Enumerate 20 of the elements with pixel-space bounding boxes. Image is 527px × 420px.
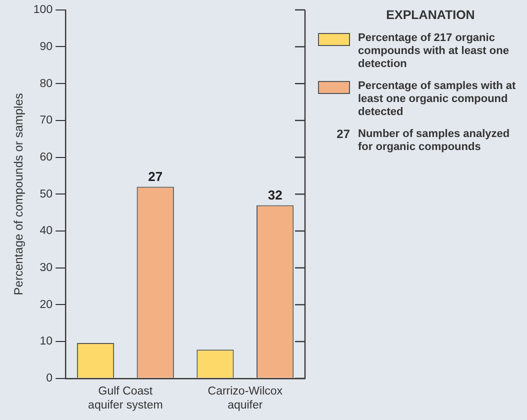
y-tick-label: 0	[46, 372, 53, 385]
y-tick-label: 10	[40, 336, 53, 348]
y-tick-label: 100	[33, 4, 53, 16]
y-tick-label: 60	[40, 151, 53, 164]
y-tick-label: 90	[40, 40, 53, 53]
x-tick-label: Gulf Coast aquifer system	[88, 385, 163, 412]
x-tick-label: Carrizo-Wilcox aquifer	[208, 385, 283, 412]
text: 27 Number of samples analyzed for organic compounds	[336, 127, 511, 154]
y-tick-label: 40	[40, 225, 53, 238]
y-tick-label: 30	[40, 262, 53, 274]
y-tick-label: 50	[40, 188, 53, 200]
y-tick-label: 20	[40, 298, 53, 311]
legend-label: Percentage of 217 organic compounds with at least one detection	[358, 32, 510, 71]
y-axis-title: Percentage of compounds or samples	[12, 93, 26, 296]
legend-title: EXPLANATION	[385, 8, 476, 22]
y-tick-label: 80	[40, 78, 53, 90]
y-tick-label: 70	[40, 114, 53, 127]
annotation: 27	[148, 168, 163, 184]
annotation: 32	[268, 187, 282, 202]
legend-label: Percentage of samples with at least one organic compound detected	[358, 80, 517, 119]
